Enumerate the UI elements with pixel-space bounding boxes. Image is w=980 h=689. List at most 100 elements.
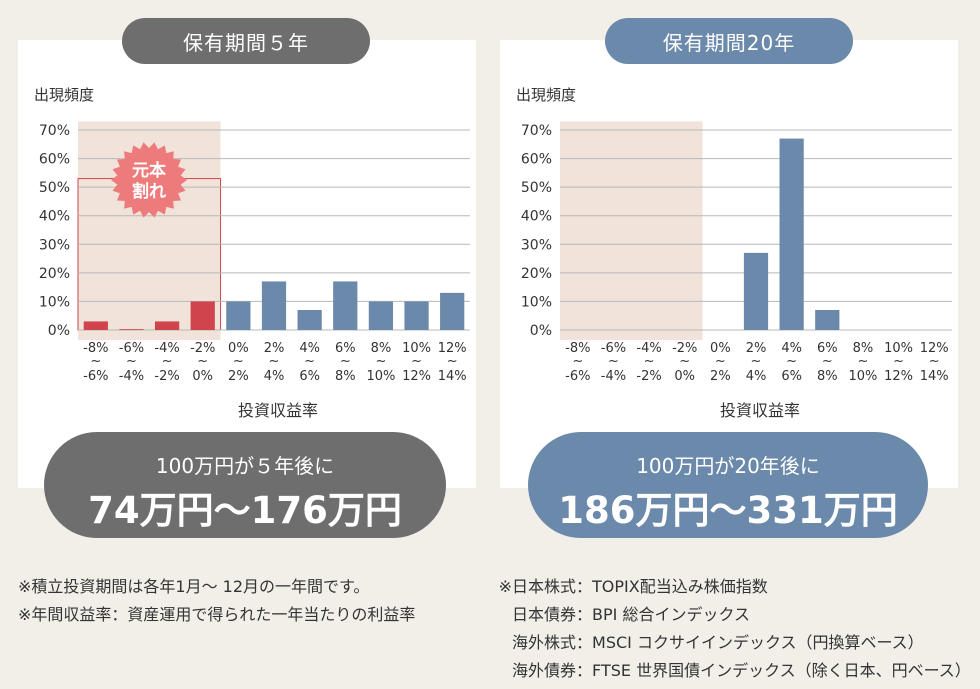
bar — [297, 310, 322, 330]
y-tick-label: 60% — [39, 152, 70, 168]
y-tick-label: 40% — [39, 209, 70, 225]
x-tick-label-from: -4% — [636, 341, 661, 356]
x-tick-tilde: ~ — [572, 354, 583, 369]
footnote-value: BPI 総合インデックス — [592, 605, 750, 624]
footnote-label: ※日本株式 — [498, 577, 576, 596]
y-tick-label: 20% — [39, 266, 70, 282]
y-axis-title: 出現頻度 — [34, 86, 94, 104]
x-tick-label-to: 0% — [192, 369, 213, 384]
x-tick-label-to: 12% — [402, 369, 431, 384]
x-tick-tilde: ~ — [893, 354, 904, 369]
x-tick-label-from: 6% — [817, 341, 838, 356]
y-tick-label: 70% — [39, 123, 70, 139]
x-tick-label-to: 4% — [264, 369, 285, 384]
x-tick-tilde: ~ — [90, 354, 101, 369]
x-tick-label-from: -2% — [672, 341, 697, 356]
bar — [440, 292, 465, 330]
bar — [333, 281, 358, 330]
result-20yr-range: 186万円〜331万円 — [558, 489, 898, 532]
x-tick-label-from: 12% — [438, 341, 467, 356]
y-tick-label: 30% — [39, 237, 70, 253]
y-tick-label: 50% — [39, 180, 70, 196]
x-tick-label-from: -4% — [154, 341, 179, 356]
x-tick-label-from: 12% — [920, 341, 949, 356]
footnote-value: FTSE 世界国債インデックス（除く日本、円ベース） — [592, 661, 971, 680]
x-tick-label-to: -2% — [154, 369, 179, 384]
y-tick-label: 10% — [39, 294, 70, 310]
bar — [119, 329, 144, 330]
y-tick-label: 30% — [521, 237, 552, 253]
footnote-jp-bond: 日本債券：BPI 総合インデックス — [492, 601, 750, 625]
footnote-label: 海外株式 — [511, 633, 576, 652]
x-tick-label-from: 0% — [228, 341, 249, 356]
footnote-label: 日本債券 — [511, 605, 576, 624]
x-tick-tilde: ~ — [411, 354, 422, 369]
bar — [190, 301, 215, 330]
y-tick-label: 0% — [530, 323, 552, 339]
x-tick-tilde: ~ — [715, 354, 726, 369]
x-tick-label-to: -2% — [636, 369, 661, 384]
x-tick-label-to: 0% — [674, 369, 695, 384]
bar — [368, 301, 394, 330]
x-tick-label-from: 8% — [371, 341, 392, 356]
result-5yr-line1: 100万円が５年後に — [155, 454, 335, 478]
note-period: ※積立投資期間は各年1月〜 12月の一年間です。 — [18, 577, 370, 596]
histogram-5yr: 0%10%20%30%40%50%60%70%出現頻度-8%~-6%-6%~-4… — [34, 86, 470, 420]
x-tick-tilde: ~ — [447, 354, 458, 369]
y-tick-label: 10% — [521, 294, 552, 310]
x-tick-label-from: -8% — [83, 341, 108, 356]
footnote-value: TOPIX配当込み株価指数 — [592, 577, 768, 596]
x-tick-tilde: ~ — [375, 354, 386, 369]
bar — [743, 252, 769, 330]
x-tick-label-from: 10% — [884, 341, 913, 356]
header-5yr: 保有期間５年 — [122, 18, 370, 64]
x-tick-label-from: 2% — [746, 341, 767, 356]
note-return-rate: ※年間収益率：資産運用で得られた一年当たりの利益率 — [18, 605, 416, 624]
result-5yr-range: 74万円〜176万円 — [88, 489, 402, 532]
x-tick-tilde: ~ — [751, 354, 762, 369]
bar — [779, 138, 804, 330]
x-tick-label-to: 10% — [848, 369, 877, 384]
loss-badge-line2: 割れ — [132, 181, 166, 202]
loss-region-shade — [560, 121, 703, 340]
footnote-label: 海外債券 — [511, 661, 576, 680]
x-axis-title: 投資収益率 — [238, 401, 318, 420]
x-tick-label-to: 2% — [228, 369, 249, 384]
x-tick-label-to: 2% — [710, 369, 731, 384]
x-tick-label-to: 6% — [781, 369, 802, 384]
x-tick-tilde: ~ — [857, 354, 868, 369]
x-tick-label-to: 4% — [746, 369, 767, 384]
x-tick-tilde: ~ — [786, 354, 797, 369]
x-tick-label-from: 10% — [402, 341, 431, 356]
x-tick-tilde: ~ — [162, 354, 173, 369]
x-tick-tilde: ~ — [644, 354, 655, 369]
footnote-foreign-bond: 海外債券：FTSE 世界国債インデックス（除く日本、円ベース） — [492, 657, 971, 681]
x-tick-label-to: 8% — [817, 369, 838, 384]
x-tick-label-to: 12% — [884, 369, 913, 384]
x-tick-tilde: ~ — [340, 354, 351, 369]
bar — [154, 321, 180, 330]
x-tick-tilde: ~ — [233, 354, 244, 369]
x-tick-label-to: 14% — [920, 369, 949, 384]
x-tick-label-from: 2% — [264, 341, 285, 356]
y-tick-label: 50% — [521, 180, 552, 196]
bar — [83, 321, 108, 330]
result-20yr-line1: 100万円が20年後に — [636, 454, 820, 478]
result-20yr: 100万円が20年後に 186万円〜331万円 — [528, 432, 928, 538]
bar — [261, 281, 287, 330]
y-tick-label: 60% — [521, 152, 552, 168]
x-axis-title: 投資収益率 — [720, 401, 800, 420]
footnote-value: MSCI コクサイインデックス（円換算ベース） — [592, 633, 924, 652]
y-tick-label: 20% — [521, 266, 552, 282]
x-tick-tilde: ~ — [679, 354, 690, 369]
x-tick-tilde: ~ — [304, 354, 315, 369]
x-tick-label-from: -6% — [601, 341, 626, 356]
footnote-foreign-stock: 海外株式：MSCI コクサイインデックス（円換算ベース） — [492, 629, 924, 653]
x-tick-label-to: 10% — [366, 369, 395, 384]
header-20yr: 保有期間20年 — [605, 18, 853, 64]
x-tick-label-to: -4% — [601, 369, 626, 384]
x-tick-label-to: 8% — [335, 369, 356, 384]
loss-badge — [111, 142, 187, 218]
x-tick-label-to: 14% — [438, 369, 467, 384]
loss-badge-line1: 元本 — [132, 160, 166, 181]
